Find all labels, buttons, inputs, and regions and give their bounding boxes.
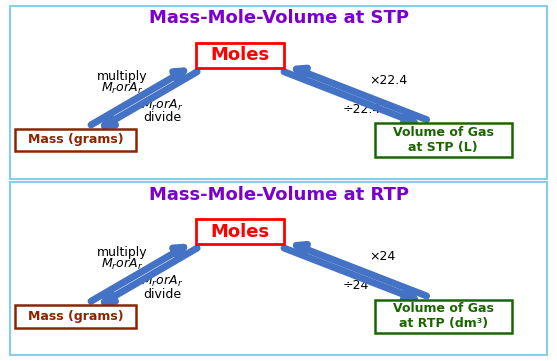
Text: $M_r orA_r$: $M_r orA_r$ [141,274,184,290]
Text: Mass (grams): Mass (grams) [28,310,123,323]
Text: ×22.4: ×22.4 [369,74,408,87]
Text: divide: divide [143,288,182,301]
Text: Mass-Mole-Volume at RTP: Mass-Mole-Volume at RTP [149,186,408,204]
FancyBboxPatch shape [374,300,512,333]
Text: $M_r orA_r$: $M_r orA_r$ [141,98,184,113]
FancyBboxPatch shape [15,129,136,151]
FancyBboxPatch shape [196,43,284,68]
Text: multiply: multiply [97,70,147,83]
Text: Moles: Moles [211,223,270,241]
FancyBboxPatch shape [196,219,284,244]
Text: ÷22.4: ÷22.4 [343,103,381,116]
Text: $M_r orA_r$: $M_r orA_r$ [101,257,143,273]
Text: ×24: ×24 [369,251,395,264]
Text: Volume of Gas
at STP (L): Volume of Gas at STP (L) [393,126,494,154]
Text: ÷24: ÷24 [343,279,369,292]
FancyBboxPatch shape [374,123,512,157]
Text: Mass-Mole-Volume at STP: Mass-Mole-Volume at STP [149,9,408,27]
Text: Mass (grams): Mass (grams) [28,134,123,147]
Text: multiply: multiply [97,246,147,259]
Text: Moles: Moles [211,46,270,64]
FancyBboxPatch shape [15,305,136,327]
Text: $M_r orA_r$: $M_r orA_r$ [101,81,143,96]
Text: divide: divide [143,112,182,125]
Text: Volume of Gas
at RTP (dm³): Volume of Gas at RTP (dm³) [393,302,494,330]
